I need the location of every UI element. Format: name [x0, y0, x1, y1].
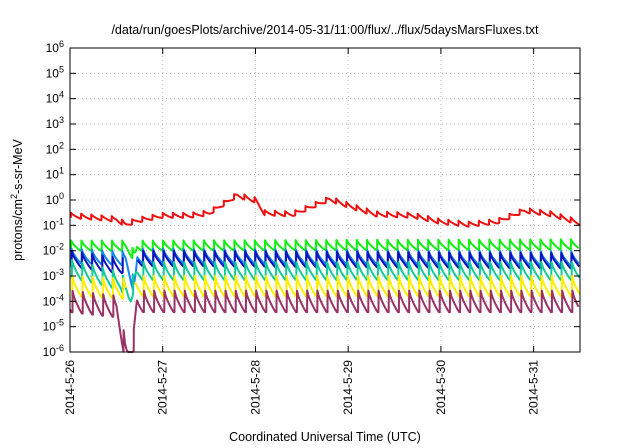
x-tick-labels: 2014-5-26 2014-5-27 2014-5-28 2014-5-29 2014…	[63, 360, 541, 415]
x-tick-label: 2014-5-28	[248, 360, 262, 415]
series-line	[70, 249, 124, 275]
y-tick-label: 10-3	[43, 267, 64, 283]
x-tick-label: 2014-5-26	[63, 360, 77, 415]
series-group	[69, 193, 581, 353]
series-line	[69, 289, 580, 353]
y-tick-label: 10-4	[43, 292, 64, 308]
x-axis-label: Coordinated Universal Time (UTC)	[229, 430, 421, 444]
series-line	[70, 238, 580, 260]
ticks	[69, 47, 580, 353]
y-axis-label: protons/cm2-s-sr-MeV	[9, 138, 25, 260]
y-tick-label: 100	[46, 191, 64, 207]
x-tick-label: 2014-5-30	[434, 360, 448, 415]
x-tick-label: 2014-5-27	[156, 360, 170, 415]
y-tick-label: 10-6	[43, 343, 64, 359]
series-line	[71, 275, 128, 300]
y-tick-labels: 10-6 10-5 10-4 10-3 10-2 10-1 100 101 102 103 104 1…	[43, 39, 64, 359]
series-line	[70, 259, 581, 303]
x-tick-label: 2014-5-29	[341, 360, 355, 415]
y-tick-label: 105	[46, 64, 64, 80]
y-tick-label: 106	[46, 39, 64, 55]
y-axis-label-main: protons/cm	[11, 199, 25, 261]
y-tick-label: 104	[46, 90, 64, 106]
y-tick-label: 103	[46, 115, 64, 131]
y-axis-label-rest: -s-sr-MeV	[11, 138, 25, 194]
x-tick-label: 2014-5-31	[527, 360, 541, 415]
y-tick-label: 101	[46, 166, 64, 182]
y-tick-label: 10-1	[43, 216, 64, 232]
series-line	[136, 249, 580, 270]
y-tick-label: 10-5	[43, 318, 64, 334]
series-line	[69, 193, 581, 228]
y-axis-label-sup: 2	[9, 194, 19, 199]
y-tick-label: 102	[46, 140, 64, 156]
chart-title: /data/run/goesPlots/archive/2014-05-31/1…	[111, 23, 539, 37]
y-tick-label: 10-2	[43, 242, 64, 258]
